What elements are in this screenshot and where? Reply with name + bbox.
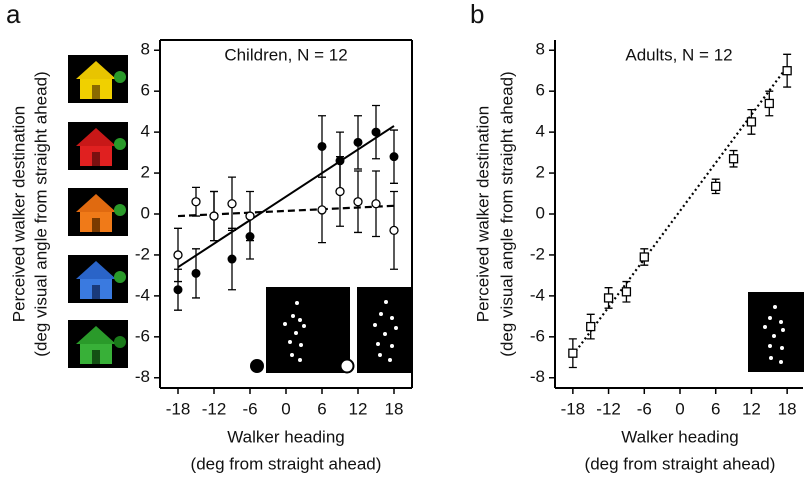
x-tick-label: 0 <box>281 399 290 418</box>
x-axis-label: (deg from straight ahead) <box>191 454 382 473</box>
fit-line <box>178 126 394 267</box>
data-point <box>174 251 182 259</box>
data-point <box>783 67 791 75</box>
x-tick-label: 18 <box>778 399 797 418</box>
data-point <box>246 212 254 220</box>
y-tick-label: 0 <box>536 203 545 222</box>
x-tick-label: -6 <box>637 399 652 418</box>
y-tick-label: 8 <box>536 40 545 59</box>
data-point <box>765 99 773 107</box>
data-point <box>587 323 595 331</box>
x-axis-label: Walker heading <box>227 427 345 446</box>
data-point <box>640 253 648 261</box>
figure: a Children, N = 12 -8 -6 -4 -2 0 2 4 6 8 -18 -12 -6 0 6… <box>0 0 804 479</box>
x-tick-label: -18 <box>166 399 191 418</box>
x-tick-label: 0 <box>675 399 684 418</box>
data-point <box>228 200 236 208</box>
y-tick-label: -2 <box>530 244 545 263</box>
y-tick-label: 6 <box>536 81 545 100</box>
data-point <box>747 118 755 126</box>
panel-label: b <box>470 0 484 29</box>
data-point <box>372 128 380 136</box>
y-tick-label: -8 <box>135 367 150 386</box>
data-point <box>622 288 630 296</box>
house-icons <box>68 55 128 368</box>
data-point <box>730 155 738 163</box>
data-point <box>354 138 362 146</box>
data-point <box>390 153 398 161</box>
x-tick-label: 18 <box>385 399 404 418</box>
x-axis-label: Walker heading <box>621 427 739 446</box>
y-tick-label: -2 <box>135 244 150 263</box>
chart-title: Children, N = 12 <box>224 45 347 64</box>
x-tick-label: 12 <box>349 399 368 418</box>
data-point <box>569 349 577 357</box>
data-point <box>712 182 720 190</box>
x-tick-label: 12 <box>742 399 761 418</box>
x-axis-label: (deg from straight ahead) <box>585 454 776 473</box>
y-axis-label: Perceived walker destination <box>9 106 28 322</box>
y-axis-label: (deg visual angle from straight ahead) <box>497 71 516 356</box>
walker-insets <box>250 287 804 373</box>
y-tick-label: -6 <box>135 326 150 345</box>
chart-title: Adults, N = 12 <box>625 45 732 64</box>
y-tick-label: 2 <box>141 163 150 182</box>
y-tick-label: 0 <box>141 203 150 222</box>
data-point <box>318 206 326 214</box>
x-tick-label: -12 <box>202 399 227 418</box>
y-axis-label: (deg visual angle from straight ahead) <box>31 71 50 356</box>
data-point <box>354 198 362 206</box>
x-tick-label: -6 <box>242 399 257 418</box>
data-point <box>228 255 236 263</box>
x-tick-label: 6 <box>711 399 720 418</box>
data-point <box>174 286 182 294</box>
x-tick-label: -18 <box>561 399 586 418</box>
data-point <box>210 212 218 220</box>
y-tick-label: 6 <box>141 81 150 100</box>
y-tick-label: -8 <box>530 367 545 386</box>
data-point <box>372 200 380 208</box>
y-tick-label: -6 <box>530 326 545 345</box>
panel-label: a <box>6 0 21 29</box>
y-tick-label: -4 <box>530 285 545 304</box>
x-tick-label: 6 <box>317 399 326 418</box>
y-tick-label: 2 <box>536 163 545 182</box>
data-point <box>390 226 398 234</box>
y-tick-label: 4 <box>141 122 150 141</box>
y-tick-label: 4 <box>536 122 545 141</box>
data-point <box>318 142 326 150</box>
data-point <box>605 294 613 302</box>
data-point <box>336 187 344 195</box>
y-tick-label: 8 <box>141 40 150 59</box>
x-tick-label: -12 <box>596 399 621 418</box>
data-point <box>192 269 200 277</box>
y-axis-label: Perceived walker destination <box>473 106 492 322</box>
data-point <box>192 198 200 206</box>
y-tick-label: -4 <box>135 285 150 304</box>
